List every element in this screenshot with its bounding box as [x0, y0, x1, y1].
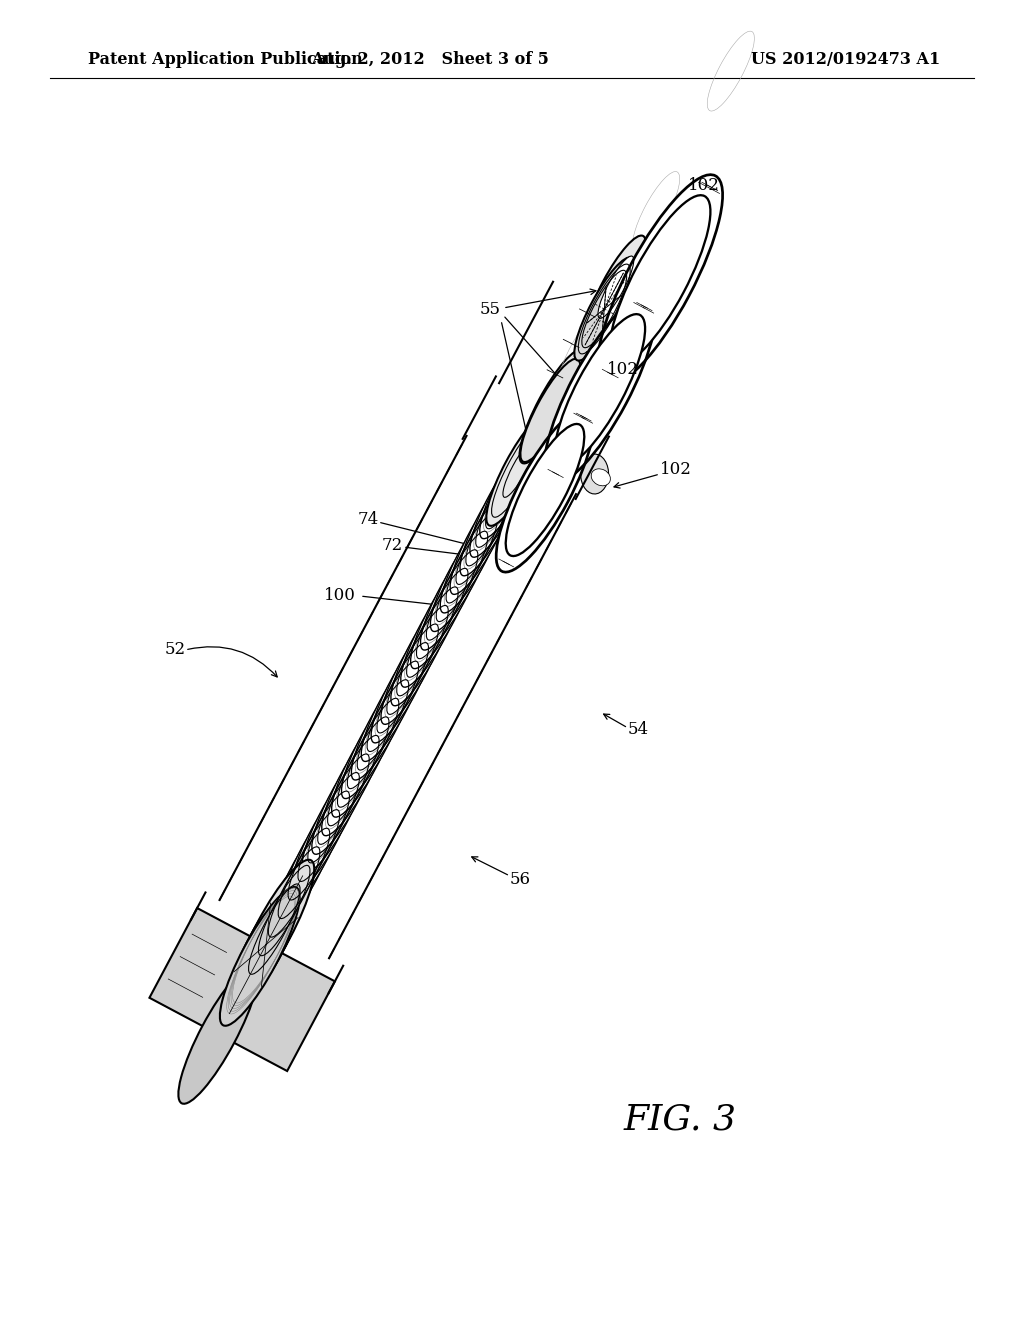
Ellipse shape [178, 965, 258, 1104]
Ellipse shape [272, 818, 336, 928]
Ellipse shape [226, 875, 306, 1014]
Text: US 2012/0192473 A1: US 2012/0192473 A1 [751, 51, 940, 69]
Ellipse shape [421, 540, 483, 649]
Text: 102: 102 [688, 177, 720, 194]
Text: 55: 55 [479, 301, 501, 318]
Ellipse shape [430, 521, 494, 631]
Polygon shape [150, 908, 335, 1071]
Ellipse shape [460, 466, 523, 576]
Text: FIG. 3: FIG. 3 [624, 1104, 736, 1137]
Ellipse shape [591, 469, 610, 486]
Ellipse shape [220, 887, 300, 1026]
Ellipse shape [489, 411, 553, 520]
Ellipse shape [361, 651, 425, 762]
Text: 56: 56 [510, 871, 531, 888]
Ellipse shape [400, 577, 464, 688]
Ellipse shape [497, 408, 594, 572]
Ellipse shape [262, 837, 326, 948]
Ellipse shape [243, 874, 306, 985]
Ellipse shape [322, 726, 385, 836]
Text: Patent Application Publication: Patent Application Publication [88, 51, 362, 69]
Ellipse shape [391, 595, 454, 706]
Ellipse shape [470, 447, 534, 557]
Ellipse shape [609, 195, 711, 364]
Ellipse shape [253, 855, 315, 966]
Ellipse shape [555, 314, 645, 466]
Ellipse shape [292, 781, 355, 891]
Ellipse shape [520, 359, 581, 462]
Ellipse shape [545, 296, 655, 483]
Ellipse shape [574, 257, 634, 360]
Ellipse shape [479, 429, 543, 539]
Ellipse shape [381, 614, 444, 725]
Ellipse shape [226, 875, 306, 1014]
Ellipse shape [519, 350, 586, 463]
Ellipse shape [506, 424, 585, 556]
Ellipse shape [411, 558, 474, 669]
Text: 102: 102 [660, 462, 692, 479]
Ellipse shape [597, 174, 723, 385]
Text: 52: 52 [165, 642, 185, 659]
Ellipse shape [451, 484, 513, 594]
Ellipse shape [312, 744, 375, 854]
Text: Aug. 2, 2012   Sheet 3 of 5: Aug. 2, 2012 Sheet 3 of 5 [311, 51, 549, 69]
Text: 72: 72 [381, 536, 402, 553]
Polygon shape [581, 454, 608, 494]
Ellipse shape [234, 859, 314, 998]
Text: 102: 102 [607, 362, 639, 379]
Text: 54: 54 [628, 722, 649, 738]
Ellipse shape [598, 256, 634, 318]
Text: 74: 74 [357, 511, 379, 528]
Ellipse shape [283, 800, 345, 909]
Ellipse shape [341, 688, 404, 799]
Ellipse shape [332, 708, 395, 817]
Ellipse shape [486, 412, 552, 525]
Ellipse shape [371, 632, 434, 743]
Text: 100: 100 [324, 586, 356, 603]
Ellipse shape [440, 503, 504, 612]
Ellipse shape [586, 235, 646, 339]
Ellipse shape [302, 763, 366, 873]
Ellipse shape [351, 669, 415, 780]
